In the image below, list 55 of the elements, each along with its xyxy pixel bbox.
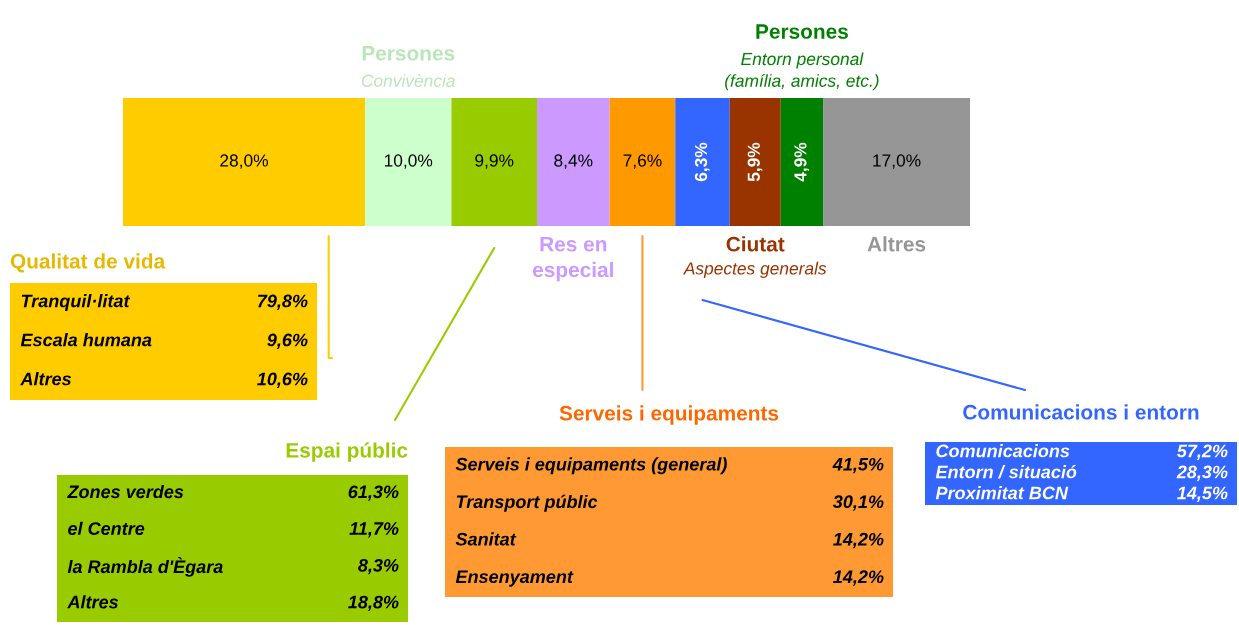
series-label: Altres [867,236,926,252]
category-label: Proximitat BCN [935,486,1069,500]
category-label: el Centre [68,521,145,535]
text: 10,6% [257,372,308,388]
text: 14,2% [833,532,884,549]
category-label: Zones verdes [67,484,184,499]
data-label: 7,6% [623,154,662,169]
text: 30,1% [832,495,884,511]
text: 41,5% [832,457,884,474]
data-label: 5,9% [747,142,763,182]
series-label: Ciutat Aspectes generals [682,236,827,279]
bar [123,98,365,226]
data-label: 4,9% [794,142,810,182]
category-label: Escala humana [20,333,152,347]
category-label: Transport públic [456,494,598,512]
category-label: Altres [20,372,72,386]
bar [609,98,676,226]
bar [536,98,610,226]
text: 79,8% [258,294,308,310]
text: 14,2% [833,570,884,586]
text: 9,6% [267,333,308,349]
category-label: la Rambla d'Ègara [67,557,223,577]
category-label: Entorn / situació [935,464,1077,479]
series-label: Res en especial [532,237,613,282]
bar [365,98,452,226]
text: 28,3% [1176,465,1228,481]
data-label: 9,9% [475,154,514,169]
text: 11,7% [349,522,399,538]
text: 14,5% [1177,486,1228,502]
text: 57,2% [1176,444,1228,460]
data-label: 17,0% [873,154,921,169]
category-label: Sanitat [455,532,517,546]
data-label: 8,4% [554,154,593,169]
text: 18,8% [348,595,399,612]
category-label: Tranquil·litat [21,294,131,311]
category-label: Ensenyament [455,570,574,587]
text: 8,3% [358,558,399,575]
bar [823,98,970,226]
data-label: 10,0% [384,154,433,169]
text: Qualitat de vida [10,253,166,273]
series-label: Persones Entorn personal (família, amics, etc.) [725,24,879,91]
text: Serveis i equipaments [559,405,779,425]
data-label: 28,0% [220,154,268,169]
series-label: Persones Convivència [361,46,455,87]
bar [675,98,730,226]
text: 61,3% [348,485,399,501]
text: Espai públic [286,442,408,462]
category-label: Serveis i equipaments (general) [455,457,727,475]
category-label: Altres [67,595,119,609]
category-label: Comunicacions [936,444,1070,458]
bar [729,98,781,226]
bar [451,98,537,226]
data-label: 6,3% [694,142,710,182]
bar [780,98,824,226]
text: Comunicacions i entorn [963,404,1199,420]
